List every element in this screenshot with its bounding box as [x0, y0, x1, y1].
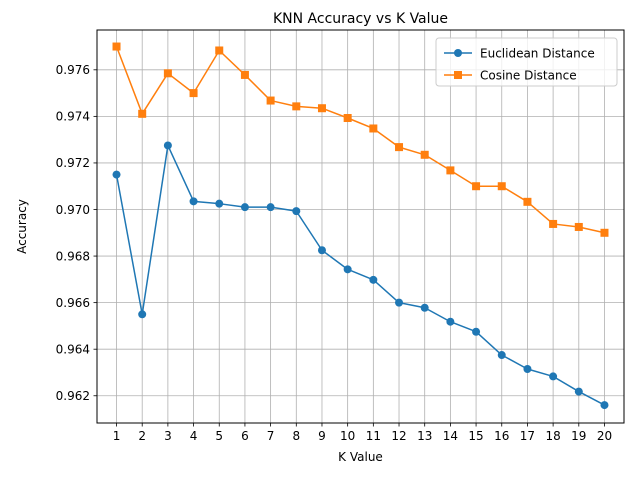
data-point	[343, 114, 352, 123]
data-point	[189, 197, 198, 206]
x-tick-label: 13	[417, 429, 432, 443]
legend-label: Cosine Distance	[480, 68, 577, 82]
data-point	[472, 327, 481, 336]
y-tick-label: 0.974	[56, 110, 90, 124]
x-tick-label: 20	[597, 429, 612, 443]
x-tick-label: 15	[468, 429, 483, 443]
y-tick-label: 0.970	[56, 203, 90, 217]
x-tick-label: 4	[190, 429, 198, 443]
data-point	[215, 46, 224, 55]
x-tick-label: 12	[391, 429, 406, 443]
y-tick-label: 0.968	[56, 249, 90, 263]
data-point	[240, 70, 249, 79]
data-point	[420, 303, 429, 312]
y-tick-label: 0.962	[56, 389, 90, 403]
series-line	[115, 144, 605, 406]
data-point	[292, 102, 301, 111]
data-point	[446, 166, 455, 175]
x-tick-label: 11	[366, 429, 381, 443]
chart-title: KNN Accuracy vs K Value	[273, 11, 448, 27]
data-point	[240, 203, 249, 212]
series-line	[115, 46, 605, 234]
data-point	[266, 96, 275, 105]
data-point	[600, 228, 609, 237]
y-tick-label: 0.972	[56, 156, 90, 170]
data-point	[369, 124, 378, 133]
data-point	[523, 197, 532, 206]
legend-label: Euclidean Distance	[480, 46, 595, 60]
x-tick-label: 17	[520, 429, 535, 443]
series-euclidean	[112, 141, 609, 410]
plot-frame	[96, 29, 625, 424]
y-tick-label: 0.976	[56, 63, 90, 77]
data-point	[574, 387, 583, 396]
data-point	[549, 219, 558, 228]
data-point	[112, 170, 121, 179]
data-point	[446, 317, 455, 326]
data-point	[292, 207, 301, 216]
data-point	[420, 150, 429, 159]
data-point	[343, 265, 352, 274]
data-point	[472, 182, 481, 191]
x-tick-label: 5	[215, 429, 223, 443]
x-tick-label: 8	[292, 429, 300, 443]
x-tick-label: 3	[164, 429, 172, 443]
y-tick-label: 0.966	[56, 296, 90, 310]
data-point	[163, 141, 172, 150]
data-point	[523, 364, 532, 373]
legend-entry: Cosine Distance	[444, 68, 577, 82]
x-tick-label: 19	[571, 429, 586, 443]
data-point	[317, 246, 326, 255]
legend-marker	[454, 71, 462, 79]
data-point	[549, 372, 558, 381]
x-tick-label: 16	[494, 429, 509, 443]
y-tick-label: 0.964	[56, 342, 90, 356]
data-point	[395, 143, 404, 152]
x-tick-label: 1	[113, 429, 121, 443]
data-point	[138, 109, 147, 118]
data-point	[189, 89, 198, 98]
x-tick-label: 7	[267, 429, 275, 443]
legend-marker	[454, 49, 462, 57]
data-point	[574, 222, 583, 231]
x-tick-label: 18	[545, 429, 560, 443]
data-point	[395, 298, 404, 307]
data-point	[600, 401, 609, 410]
y-axis-label: Accuracy	[15, 199, 29, 254]
data-point	[112, 42, 121, 51]
x-tick-label: 6	[241, 429, 249, 443]
x-tick-label: 2	[138, 429, 146, 443]
data-point	[138, 310, 147, 319]
x-axis-label: K Value	[338, 450, 383, 464]
legend-entry: Euclidean Distance	[444, 46, 595, 60]
legend-box	[435, 37, 618, 87]
x-tick-label: 10	[340, 429, 355, 443]
data-point	[317, 104, 326, 113]
data-point	[266, 203, 275, 212]
legend: Euclidean Distance Cosine Distance	[435, 37, 618, 87]
series-cosine	[112, 42, 609, 237]
data-point	[497, 182, 506, 191]
data-point	[369, 275, 378, 284]
data-point	[497, 351, 506, 360]
data-point	[163, 69, 172, 78]
data-point	[215, 199, 224, 208]
x-tick-label: 9	[318, 429, 326, 443]
x-tick-label: 14	[443, 429, 458, 443]
